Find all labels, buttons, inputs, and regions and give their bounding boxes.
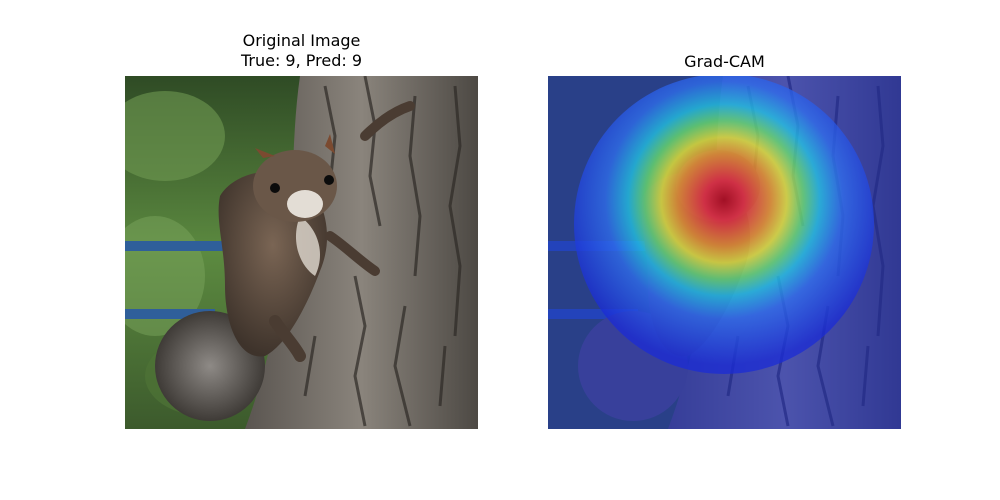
original-image-title-line1: Original Image — [242, 31, 361, 50]
squirrel-photo — [125, 76, 478, 429]
original-image-title: Original Image True: 9, Pred: 9 — [125, 31, 478, 71]
gradcam-overlay — [548, 76, 901, 429]
gradcam-title: Grad-CAM — [684, 52, 765, 71]
original-image — [125, 76, 478, 429]
gradcam-image — [548, 76, 901, 429]
prediction-label: True: 9, Pred: 9 — [240, 51, 363, 70]
